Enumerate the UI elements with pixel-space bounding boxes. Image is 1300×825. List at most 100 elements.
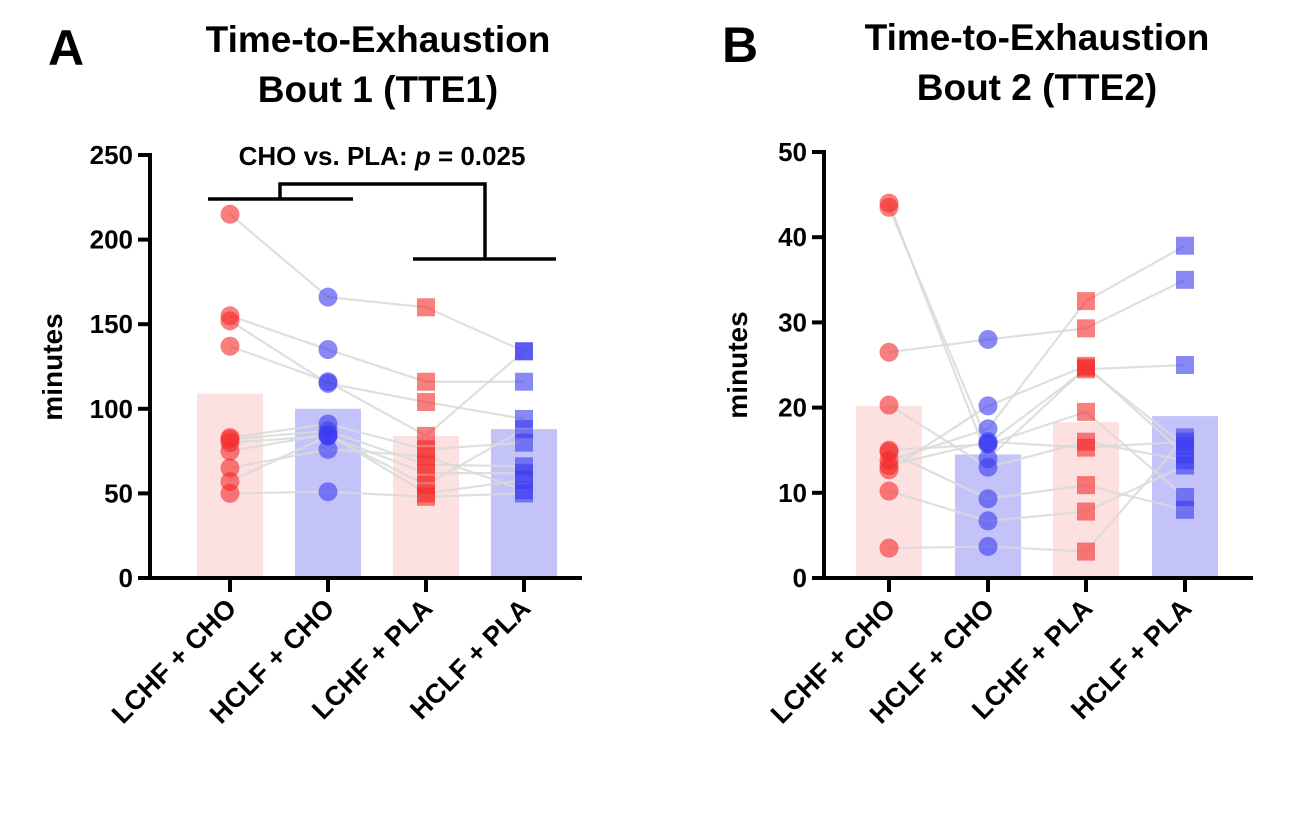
data-point	[318, 287, 338, 307]
panel-b: B Time-to-Exhaustion Bout 2 (TTE2) 0 10 20…	[722, 17, 1253, 729]
data-point	[1077, 476, 1095, 495]
data-point	[220, 458, 240, 478]
data-point	[515, 484, 533, 503]
subject-line-2	[229, 314, 524, 383]
data-point	[515, 420, 533, 439]
data-point	[978, 396, 998, 416]
subject-line-6	[888, 244, 1186, 462]
data-point	[220, 336, 240, 356]
data-point	[1176, 356, 1194, 374]
panel-label-a: A	[48, 20, 84, 76]
data-point	[879, 342, 899, 362]
data-point	[417, 447, 435, 466]
data-point	[879, 395, 899, 415]
data-point	[879, 538, 899, 558]
annotation-prefix: CHO vs. PLA:	[239, 141, 415, 171]
data-point	[1176, 236, 1194, 255]
data-point	[417, 298, 435, 317]
subject-line-1	[229, 213, 525, 353]
y-tick-label: 30	[778, 307, 807, 337]
data-point	[318, 372, 338, 392]
data-point	[1077, 292, 1095, 311]
data-point	[220, 441, 240, 461]
data-point	[978, 536, 998, 556]
data-point	[978, 489, 998, 509]
data-point	[515, 372, 533, 391]
significance-bracket	[208, 182, 556, 261]
data-point	[417, 393, 435, 412]
y-tick-label: 0	[119, 563, 133, 593]
data-point	[220, 483, 240, 503]
data-point	[515, 342, 533, 361]
y-tick-label: 20	[778, 393, 807, 423]
data-point	[978, 329, 998, 349]
subject-line-11	[229, 490, 525, 498]
data-point	[417, 372, 435, 391]
subject-line-11	[888, 436, 1186, 553]
subject-line-4	[229, 345, 525, 438]
subject-line-6	[229, 429, 525, 468]
data-point	[220, 204, 240, 224]
data-point	[879, 460, 899, 480]
data-point	[318, 426, 338, 446]
data-point	[1176, 500, 1194, 519]
significance-annotation: CHO vs. PLA: p = 0.025	[239, 141, 526, 171]
subject-line-9	[888, 464, 1186, 523]
data-point	[220, 311, 240, 331]
data-point	[417, 487, 435, 506]
y-tick-label: 50	[778, 137, 807, 167]
y-tick-label: 200	[90, 225, 133, 255]
annotation-suffix: = 0.025	[431, 141, 526, 171]
subject-line-2	[887, 206, 1186, 446]
data-point	[978, 511, 998, 531]
chart-title-line2-a: Bout 1 (TTE1)	[258, 69, 498, 110]
subject-line-8	[888, 364, 1186, 471]
y-tick-label: 100	[90, 394, 133, 424]
data-point	[1077, 319, 1095, 338]
data-point	[978, 432, 998, 452]
data-point	[1077, 402, 1095, 421]
data-point	[318, 340, 338, 360]
data-point	[1077, 542, 1095, 561]
subject-line-4	[888, 404, 1186, 469]
subject-line-8	[229, 433, 525, 495]
data-point	[1077, 502, 1095, 521]
panel-a: A Time-to-Exhaustion Bout 1 (TTE1) CHO v…	[37, 19, 582, 729]
data-point	[978, 457, 998, 477]
y-tick-label: 40	[778, 222, 807, 252]
subject-line-7	[888, 440, 1186, 467]
data-point	[879, 442, 899, 462]
data-point	[879, 197, 899, 217]
subject-line-5	[229, 422, 525, 451]
chart-title-line2-b: Bout 2 (TTE2)	[917, 67, 1157, 108]
y-tick-label: 50	[104, 478, 133, 508]
chart-title-line1-a: Time-to-Exhaustion	[206, 19, 551, 60]
annotation-p-symbol: p	[414, 141, 431, 171]
data-point	[417, 426, 435, 445]
subject-line-10	[229, 428, 525, 487]
data-point	[1176, 270, 1194, 289]
data-point	[1077, 438, 1095, 457]
subject-line-10	[888, 450, 1186, 511]
panel-label-b: B	[722, 17, 758, 73]
y-tick-label: 250	[90, 140, 133, 170]
subject-line-5	[888, 410, 1186, 498]
y-tick-label: 150	[90, 309, 133, 339]
subject-line-1	[887, 202, 1186, 461]
y-tick-label: 10	[778, 478, 807, 508]
chart-title-line1-b: Time-to-Exhaustion	[865, 17, 1210, 58]
data-point	[879, 481, 899, 501]
data-point	[318, 482, 338, 502]
bar-4	[491, 429, 557, 578]
data-point	[1176, 456, 1194, 475]
subject-line-3	[888, 278, 1186, 354]
data-point	[515, 433, 533, 452]
y-axis-label: minutes	[722, 311, 753, 418]
subject-line-3	[229, 319, 525, 421]
data-point	[1176, 428, 1194, 447]
y-tick-label: 0	[793, 563, 807, 593]
y-axis-label: minutes	[37, 313, 68, 420]
